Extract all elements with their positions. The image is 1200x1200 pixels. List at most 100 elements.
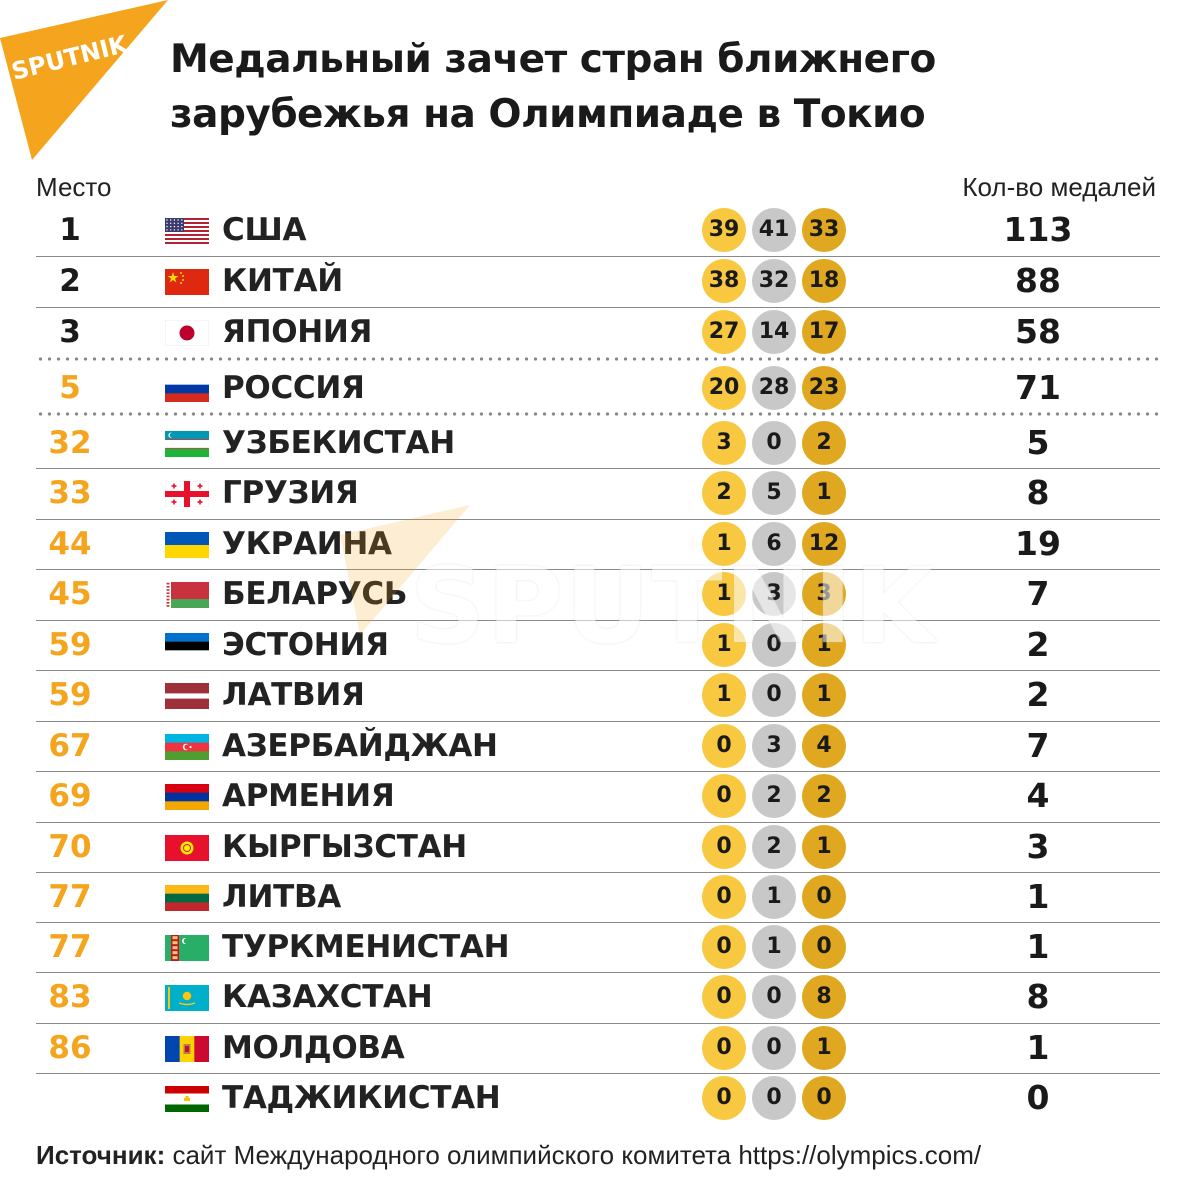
country-name: РОССИЯ <box>222 370 365 406</box>
place-label: 59 <box>48 627 92 663</box>
flag-ukraine-icon <box>165 532 209 558</box>
total-medal-count: 113 <box>1003 210 1073 249</box>
place-label: 5 <box>59 370 81 406</box>
silver-medal-count: 0 <box>752 1026 796 1070</box>
silver-medal-count: 5 <box>752 471 796 515</box>
row-separator <box>36 872 1160 873</box>
gold-medal-count: 0 <box>702 875 746 919</box>
country-name: ТУРКМЕНИСТАН <box>222 929 510 965</box>
header-place: Место <box>36 172 112 202</box>
table-row: 44 УКРАИНА 1 6 12 19 <box>0 519 1200 569</box>
total-medal-count: 4 <box>1026 776 1050 815</box>
country-name: ЛИТВА <box>222 879 341 915</box>
table-row: 69 АРМЕНИЯ 0 2 2 4 <box>0 771 1200 821</box>
dotted-separator <box>36 357 1160 361</box>
table-row: 67 АЗЕРБАЙДЖАН 0 3 4 7 <box>0 721 1200 771</box>
total-medal-count: 2 <box>1026 625 1050 664</box>
table-row: 5 РОССИЯ 20 28 23 71 <box>0 363 1200 413</box>
gold-medal-count: 0 <box>702 1026 746 1070</box>
bronze-medal-count: 1 <box>802 471 846 515</box>
table-row: ТАДЖИКИСТАН 0 0 0 0 <box>0 1073 1200 1123</box>
total-medal-count: 8 <box>1026 473 1050 512</box>
place-label: 69 <box>48 778 92 814</box>
row-separator <box>36 307 1160 308</box>
silver-medal-count: 2 <box>752 825 796 869</box>
row-separator <box>36 569 1160 570</box>
table-row: 77 ЛИТВА 0 1 0 1 <box>0 872 1200 922</box>
country-name: ЭСТОНИЯ <box>222 627 389 663</box>
row-separator <box>36 922 1160 923</box>
flag-usa-icon <box>165 218 209 244</box>
silver-medal-count: 1 <box>752 875 796 919</box>
dotted-separator <box>36 412 1160 416</box>
gold-medal-count: 1 <box>702 623 746 667</box>
flag-uzbekistan-icon <box>165 431 209 457</box>
bronze-medal-count: 18 <box>802 259 846 303</box>
row-separator <box>36 1073 1160 1074</box>
table-row: 2 КИТАЙ 38 32 18 88 <box>0 256 1200 306</box>
total-medal-count: 1 <box>1026 877 1050 916</box>
silver-medal-count: 6 <box>752 522 796 566</box>
total-medal-count: 88 <box>1015 261 1061 300</box>
gold-medal-count: 0 <box>702 925 746 969</box>
table-row: 3 ЯПОНИЯ 27 14 17 58 <box>0 307 1200 357</box>
place-label: 86 <box>48 1030 92 1066</box>
place-label: 70 <box>48 829 92 865</box>
total-medal-count: 71 <box>1015 368 1061 407</box>
place-label: 3 <box>59 314 81 350</box>
gold-medal-count: 38 <box>702 259 746 303</box>
table-row: 83 КАЗАХСТАН 0 0 8 8 <box>0 972 1200 1022</box>
source-note: Источник: сайт Международного олимпийско… <box>36 1140 981 1171</box>
row-separator <box>36 519 1160 520</box>
table-row: 59 ЛАТВИЯ 1 0 1 2 <box>0 670 1200 720</box>
flag-estonia-icon <box>165 633 209 659</box>
total-medal-count: 58 <box>1015 312 1061 351</box>
silver-medal-count: 2 <box>752 774 796 818</box>
row-separator <box>36 468 1160 469</box>
country-name: АРМЕНИЯ <box>222 778 395 814</box>
place-label: 33 <box>48 475 92 511</box>
gold-medal-count: 0 <box>702 774 746 818</box>
bronze-medal-count: 3 <box>802 572 846 616</box>
table-row: 32 УЗБЕКИСТАН 3 0 2 5 <box>0 418 1200 468</box>
flag-china-icon <box>165 269 209 295</box>
bronze-medal-count: 0 <box>802 925 846 969</box>
total-medal-count: 5 <box>1026 423 1050 462</box>
country-name: ЯПОНИЯ <box>222 314 373 350</box>
table-row: 1 США 39 41 33 113 <box>0 205 1200 255</box>
bronze-medal-count: 1 <box>802 825 846 869</box>
bronze-medal-count: 1 <box>802 623 846 667</box>
total-medal-count: 0 <box>1026 1078 1050 1117</box>
total-medal-count: 1 <box>1026 1028 1050 1067</box>
gold-medal-count: 2 <box>702 471 746 515</box>
country-name: ТАДЖИКИСТАН <box>222 1080 501 1116</box>
country-name: МОЛДОВА <box>222 1030 405 1066</box>
total-medal-count: 19 <box>1015 524 1061 563</box>
country-name: США <box>222 212 307 248</box>
row-separator <box>36 822 1160 823</box>
total-medal-count: 7 <box>1026 726 1050 765</box>
place-label: 45 <box>48 576 92 612</box>
silver-medal-count: 0 <box>752 623 796 667</box>
flag-moldova-icon <box>165 1036 209 1062</box>
flag-russia-icon <box>165 376 209 402</box>
total-medal-count: 3 <box>1026 827 1050 866</box>
bronze-medal-count: 12 <box>802 522 846 566</box>
gold-medal-count: 1 <box>702 522 746 566</box>
place-label: 83 <box>48 979 92 1015</box>
total-medal-count: 8 <box>1026 977 1050 1016</box>
total-medal-count: 1 <box>1026 927 1050 966</box>
table-row: 33 ГРУЗИЯ 2 5 1 8 <box>0 468 1200 518</box>
silver-medal-count: 0 <box>752 1076 796 1120</box>
country-name: КАЗАХСТАН <box>222 979 433 1015</box>
silver-medal-count: 0 <box>752 673 796 717</box>
bronze-medal-count: 2 <box>802 421 846 465</box>
row-separator <box>36 721 1160 722</box>
table-row: 86 МОЛДОВА 0 0 1 1 <box>0 1023 1200 1073</box>
bronze-medal-count: 23 <box>802 366 846 410</box>
country-name: КИТАЙ <box>222 263 343 299</box>
header-medal-count: Кол-во медалей <box>962 172 1156 202</box>
bronze-medal-count: 33 <box>802 208 846 252</box>
page-title: Медальный зачет стран ближнего зарубежья… <box>170 37 936 137</box>
